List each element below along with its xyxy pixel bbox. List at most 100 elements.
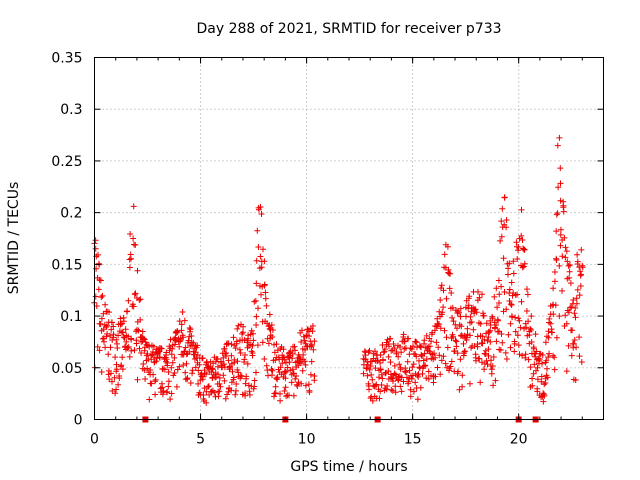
data-point xyxy=(125,297,132,304)
data-point xyxy=(96,276,103,283)
data-point xyxy=(124,345,131,351)
data-point xyxy=(182,344,189,351)
data-point xyxy=(578,271,585,278)
data-point xyxy=(402,365,409,372)
data-point xyxy=(272,383,279,390)
y-tick-label: 0.15 xyxy=(51,257,82,273)
data-point xyxy=(187,326,194,333)
data-point xyxy=(483,320,490,327)
data-point xyxy=(126,264,133,271)
data-point xyxy=(123,308,130,315)
data-point xyxy=(277,390,283,397)
data-point xyxy=(461,348,468,355)
data-point xyxy=(441,327,448,334)
data-point xyxy=(554,142,561,149)
data-point xyxy=(432,373,439,380)
data-point xyxy=(253,280,260,287)
data-point xyxy=(512,314,519,321)
data-point xyxy=(563,368,570,375)
data-point xyxy=(571,310,578,317)
data-point xyxy=(421,350,428,357)
data-point xyxy=(532,331,539,338)
data-point xyxy=(566,274,573,281)
data-point xyxy=(551,354,558,361)
data-point xyxy=(366,366,373,373)
data-point xyxy=(206,391,213,398)
data-point xyxy=(255,244,262,250)
data-point xyxy=(456,321,463,328)
data-point xyxy=(559,287,565,294)
data-point xyxy=(467,380,473,387)
data-point xyxy=(416,364,423,371)
data-point xyxy=(141,336,148,343)
data-point xyxy=(567,280,574,287)
data-point xyxy=(220,372,227,379)
data-point xyxy=(376,395,383,402)
data-point xyxy=(159,384,166,391)
data-point xyxy=(438,357,445,364)
data-point xyxy=(501,194,508,201)
data-point xyxy=(262,289,269,296)
data-point xyxy=(557,165,564,172)
data-point xyxy=(199,376,206,383)
data-point xyxy=(265,340,272,347)
data-point xyxy=(487,338,494,345)
data-point xyxy=(570,340,577,347)
data-point xyxy=(294,383,301,389)
data-point xyxy=(113,386,120,393)
data-point xyxy=(479,340,486,347)
data-point xyxy=(550,285,557,292)
data-point xyxy=(169,345,176,352)
data-point xyxy=(102,344,109,351)
data-point xyxy=(444,344,451,351)
data-point xyxy=(485,352,492,359)
data-point xyxy=(245,332,252,339)
data-point xyxy=(417,384,424,391)
data-point xyxy=(268,366,275,373)
data-point xyxy=(205,383,211,390)
data-point xyxy=(540,398,547,405)
data-point xyxy=(566,268,573,275)
data-point xyxy=(298,380,305,387)
data-point xyxy=(222,395,229,402)
data-point xyxy=(109,378,115,385)
data-point xyxy=(528,327,534,333)
data-point xyxy=(527,325,534,332)
data-point xyxy=(287,367,294,374)
data-point xyxy=(115,332,122,339)
data-point xyxy=(390,341,397,347)
data-point xyxy=(553,228,560,235)
data-point xyxy=(252,297,259,304)
data-point xyxy=(544,365,550,372)
data-point xyxy=(165,369,172,375)
data-point xyxy=(291,343,298,350)
y-tick-label: 0.25 xyxy=(51,154,82,170)
data-point xyxy=(205,383,212,390)
data-point xyxy=(395,353,402,360)
data-point xyxy=(395,373,402,380)
data-point xyxy=(233,381,240,387)
data-point xyxy=(104,322,110,329)
data-point xyxy=(420,357,427,364)
data-point xyxy=(376,374,382,381)
data-point xyxy=(438,282,445,289)
data-point xyxy=(290,392,297,399)
data-point xyxy=(253,257,260,264)
data-point xyxy=(257,253,264,260)
data-point xyxy=(574,251,581,258)
data-point xyxy=(161,366,168,373)
data-point xyxy=(112,390,119,397)
data-point xyxy=(573,295,580,302)
data-point xyxy=(503,356,510,362)
data-point xyxy=(105,351,112,358)
data-point xyxy=(230,334,237,341)
data-point xyxy=(258,264,265,271)
data-point xyxy=(310,346,317,353)
data-point xyxy=(498,331,505,337)
data-point xyxy=(525,356,532,363)
data-point xyxy=(541,392,548,399)
data-point xyxy=(540,390,547,397)
data-point xyxy=(389,387,396,394)
data-point xyxy=(573,300,580,307)
data-point xyxy=(243,373,250,380)
